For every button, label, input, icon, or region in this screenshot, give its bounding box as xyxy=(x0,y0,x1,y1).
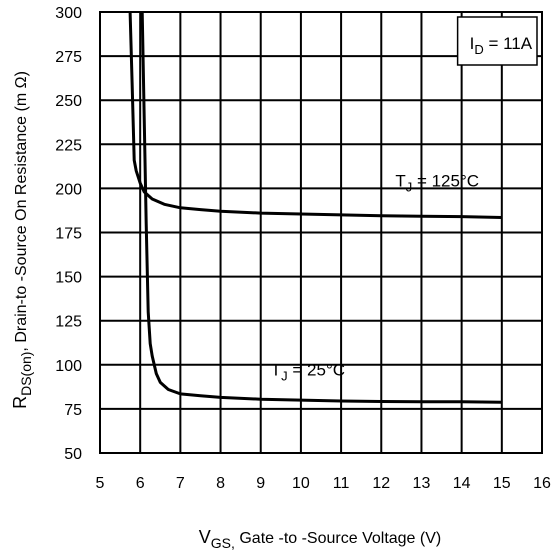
y-axis-title-sub: DS(on) xyxy=(18,352,34,396)
y-tick-label: 250 xyxy=(55,93,82,110)
y-tick-labels: 50 75 100 125 150 175 200 225 250 275 300 xyxy=(55,5,82,463)
series-label-25c: TJ = 25°C xyxy=(271,360,345,383)
x-tick-label: 6 xyxy=(136,475,145,492)
x-tick-label: 15 xyxy=(493,475,511,492)
x-tick-label: 14 xyxy=(453,475,471,492)
series-line-125c xyxy=(128,12,502,219)
y-tick-label: 275 xyxy=(55,49,82,66)
y-tick-label: 200 xyxy=(55,181,82,198)
x-tick-label: 7 xyxy=(176,475,185,492)
annotation-text: ID = 11A xyxy=(470,34,533,57)
series-label-25c-main: T xyxy=(271,360,281,379)
y-axis-title-main: R xyxy=(10,396,30,409)
series-label-125c: TJ = 125°C xyxy=(395,172,479,195)
y-axis-title: RDS(on), Drain-to -Source On Resistance … xyxy=(10,71,34,409)
series-label-25c-sub: J xyxy=(281,368,288,383)
x-tick-label: 8 xyxy=(216,475,225,492)
y-tick-label: 75 xyxy=(64,402,82,419)
series-label-125c-main: T xyxy=(395,172,405,191)
x-axis-title-sub: GS, xyxy=(211,535,235,551)
y-tick-label: 300 xyxy=(55,5,82,22)
y-tick-label: 150 xyxy=(55,270,82,287)
annotation-box-frame xyxy=(456,16,538,66)
x-axis-title: VGS, Gate -to -Source Voltage (V) xyxy=(199,527,441,551)
x-tick-label: 9 xyxy=(256,475,265,492)
x-tick-label: 5 xyxy=(96,475,105,492)
series-label-125c-sub: J xyxy=(406,180,413,195)
series-label-125c-rest: = 125°C xyxy=(412,172,479,191)
x-tick-labels: 5 6 7 8 9 10 11 12 13 14 15 16 xyxy=(96,475,551,492)
y-tick-label: 100 xyxy=(55,358,82,375)
x-tick-label: 11 xyxy=(333,475,350,492)
x-tick-label: 10 xyxy=(292,475,310,492)
annotation-rest: = 11A xyxy=(484,34,533,53)
y-tick-label: 225 xyxy=(55,137,82,154)
y-axis-title-rest: , Drain-to -Source On Resistance (m Ω) xyxy=(13,71,30,351)
y-tick-label: 125 xyxy=(55,314,82,331)
x-tick-label: 16 xyxy=(533,475,551,492)
x-tick-label: 12 xyxy=(372,475,390,492)
x-axis-title-rest: Gate -to -Source Voltage (V) xyxy=(235,530,441,547)
annotation-sub: D xyxy=(474,42,483,57)
y-tick-label: 50 xyxy=(64,446,82,463)
x-tick-label: 13 xyxy=(413,475,431,492)
grid-lines xyxy=(100,12,542,453)
y-tick-label: 175 xyxy=(55,226,82,243)
series-layer xyxy=(128,12,502,404)
annotation-main: I xyxy=(470,34,475,53)
annotation-box: ID = 11A xyxy=(456,16,538,66)
series-line-25c xyxy=(140,12,502,404)
x-axis-title-main: V xyxy=(199,527,211,547)
plot-frame xyxy=(99,11,543,454)
series-label-25c-rest: = 25°C xyxy=(288,360,345,379)
